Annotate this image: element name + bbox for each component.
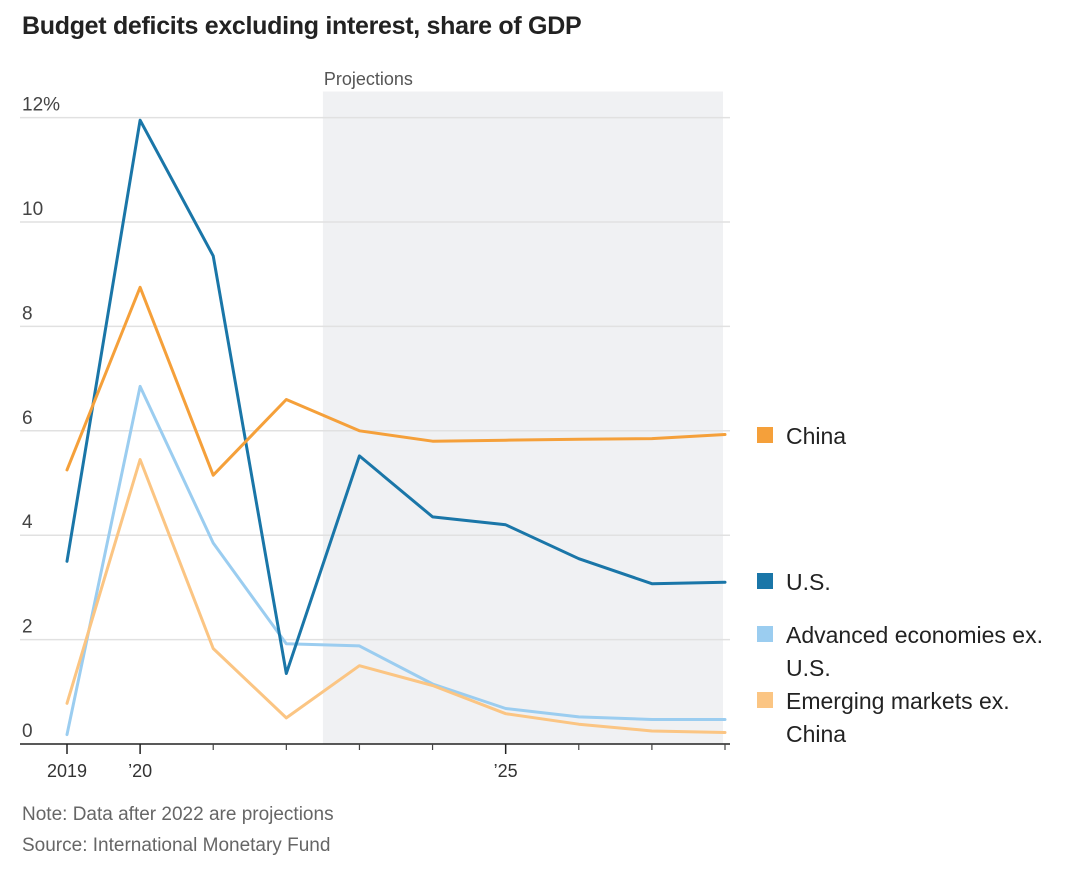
y-tick-label: 2 [22, 617, 33, 638]
y-tick-label: 4 [22, 512, 33, 533]
legend-label-emerging: Emerging markets ex. China [786, 688, 1010, 747]
legend-item-advanced: Advanced economies ex. U.S. [757, 619, 1076, 685]
legend-swatch-china [757, 427, 773, 443]
y-axis-ticks: 0 2 4 6 8 10 12% [22, 95, 60, 742]
legend-item-china: China [757, 420, 1076, 453]
source-line: Source: International Monetary Fund [22, 835, 331, 856]
y-tick-label: 12% [22, 95, 60, 116]
series-lines [65, 118, 727, 737]
series-line-china [65, 285, 727, 477]
legend-swatch-us [757, 573, 773, 589]
projections-label: Projections [324, 69, 413, 89]
y-tick-label: 10 [22, 199, 43, 220]
legend-label-china: China [786, 423, 847, 449]
series-line-advanced-economies-ex-u-s [65, 384, 727, 737]
legend-swatch-emerging [757, 692, 773, 708]
x-tick-label: 2019 [47, 761, 87, 781]
gridlines [20, 116, 730, 641]
x-axis: 2019 ’20 ’25 [20, 743, 730, 781]
legend-label-advanced: Advanced economies ex. U.S. [786, 622, 1043, 681]
projections-band [322, 91, 723, 744]
series-line-u-s [65, 118, 727, 675]
y-tick-label: 6 [22, 408, 33, 429]
footnote: Note: Data after 2022 are projections [22, 804, 334, 825]
legend-item-emerging: Emerging markets ex. China [757, 685, 1076, 751]
series-line-emerging-markets-ex-china [65, 458, 727, 734]
legend-label-us: U.S. [786, 569, 831, 595]
chart-title: Budget deficits excluding interest, shar… [22, 12, 582, 40]
legend-item-us: U.S. [757, 566, 1076, 599]
y-tick-label: 8 [22, 303, 33, 324]
y-tick-label: 0 [22, 721, 33, 742]
x-tick-label: ’20 [128, 761, 152, 781]
x-tick-label: ’25 [494, 761, 518, 781]
legend-swatch-advanced [757, 626, 773, 642]
